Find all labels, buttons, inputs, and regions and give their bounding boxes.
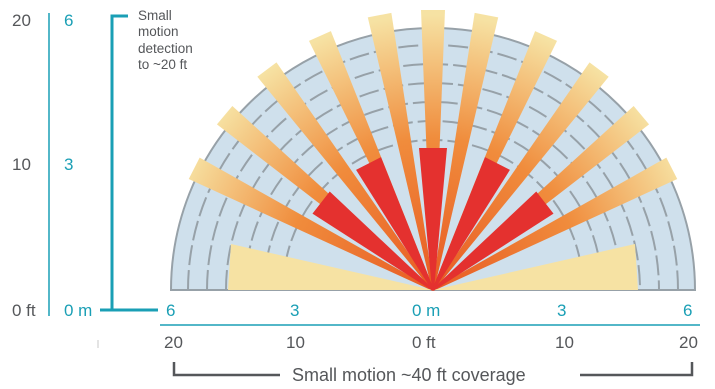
- small-motion-zone-3-fill: [419, 148, 447, 290]
- bottom-ft-label-right-10: 10: [555, 333, 574, 352]
- left-m-label-3: 3: [64, 155, 74, 174]
- scale-axes: [48, 13, 700, 377]
- beam-7-fill: [432, 12, 499, 291]
- beam-11: [432, 157, 678, 291]
- bottom-m-label-left-6: 6: [166, 301, 176, 320]
- small-motion-zone-4: [432, 157, 510, 291]
- bottom-ft-label-left-10: 10: [286, 333, 305, 352]
- coverage-bracket-right: [580, 362, 694, 377]
- beam-7: [432, 12, 499, 291]
- note-line-3: detection: [138, 40, 193, 56]
- bottom-ft-label-right-20: 20: [679, 333, 698, 352]
- bottom-m-label-right-6: 6: [683, 301, 693, 320]
- bottom-m-label-left-3: 3: [290, 301, 300, 320]
- beam-low-right: [433, 244, 638, 290]
- left-ft-label-20: 20: [12, 11, 31, 30]
- bottom-ft-label-left-20: 20: [164, 333, 183, 352]
- beam-low-left: [228, 244, 433, 290]
- left-ft-label-10: 10: [12, 155, 31, 174]
- bottom-m-label-center-0: 0 m: [412, 301, 441, 320]
- small-motion-zone-3: [419, 148, 447, 290]
- left-m-label-6: 6: [64, 11, 74, 30]
- small-motion-zone-1: [312, 191, 434, 291]
- beam-9: [432, 62, 609, 291]
- small-motion-zone-2-fill: [356, 157, 434, 291]
- note-line-1: Small: [138, 8, 172, 23]
- small-motion-zone-4-fill: [432, 157, 510, 291]
- small-motion-zone-1-fill: [312, 191, 434, 291]
- beam-9-fill: [432, 62, 609, 291]
- coverage-title: Small motion ~40 ft coverage: [286, 366, 532, 384]
- note-line-4: to ~20 ft: [138, 57, 188, 73]
- small-motion-zone-2: [356, 157, 434, 291]
- small-motion-zone-5-fill: [432, 191, 554, 291]
- left-ft-label-0: 0 ft: [12, 301, 36, 320]
- bottom-ft-label-center-0: 0 ft: [412, 333, 436, 352]
- beam-3-fill: [257, 62, 434, 291]
- small-motion-zone-5: [432, 191, 554, 291]
- beam-11-fill: [432, 157, 678, 291]
- beam-5-fill: [367, 12, 434, 291]
- small-motion-bracket: [110, 14, 128, 312]
- beam-1-fill: [188, 157, 434, 291]
- beam-5: [367, 12, 434, 291]
- beam-1: [188, 157, 434, 291]
- beam-3: [257, 62, 434, 291]
- coverage-bracket-left: [172, 362, 280, 377]
- bottom-m-label-right-3: 3: [557, 301, 567, 320]
- small-motion-note: Small motion detection to ~20 ft: [138, 8, 193, 74]
- left-m-label-0: 0 m: [64, 301, 93, 320]
- detection-beams: [188, 10, 678, 291]
- note-line-2: motion: [138, 24, 179, 40]
